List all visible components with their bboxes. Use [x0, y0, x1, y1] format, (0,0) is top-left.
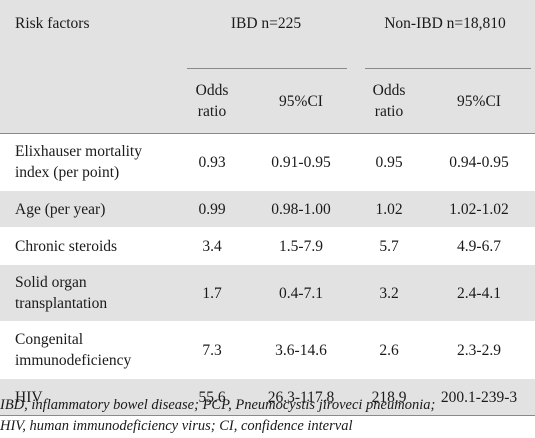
row-label: HIV	[15, 388, 43, 406]
table-footnote: IBD, inflammatory bowel disease; PCP, Pn…	[0, 395, 535, 437]
ibd-ci: 26.3-117.8	[267, 388, 335, 406]
non-ibd-odds-ratio: 1.02	[375, 200, 403, 218]
header-group-ibd-underline	[187, 68, 347, 69]
header-ibd-odds-ratio: Odds ratio	[177, 69, 247, 134]
row-label: Congenital immunodeficiency	[0, 322, 177, 379]
ibd-ci: 3.6-14.6	[275, 341, 327, 359]
non-ibd-ci: 2.4-4.1	[457, 284, 501, 302]
risk-factors-table: Risk factors IBD n=225 Non-IBD n=18,810 …	[0, 0, 535, 416]
row-label: Solid organ transplantation	[0, 265, 177, 322]
row-label-line2: index (per point)	[15, 164, 120, 181]
non-ibd-ci: 2.3-2.9	[457, 341, 501, 359]
ibd-ci: 0.4-7.1	[279, 284, 323, 302]
non-ibd-ci: 1.02-1.02	[449, 200, 509, 218]
ibd-ci: 0.98-1.00	[271, 200, 331, 218]
header-ibd-odds-ratio-line2: ratio	[197, 103, 227, 120]
table-row: Solid organ transplantation 1.7 0.4-7.1 …	[0, 264, 535, 322]
header-ibd-ci: 95%CI	[279, 92, 323, 110]
table-row: Chronic steroids 3.4 1.5-7.9 5.7 4.9-6.7	[0, 227, 535, 265]
header-group-ibd-label: IBD n=225	[230, 15, 302, 32]
row-label: Age (per year)	[15, 200, 106, 218]
header-risk-factors: Risk factors	[15, 15, 90, 32]
row-label-line1: Elixhauser mortality	[15, 143, 142, 160]
ibd-ci: 0.91-0.95	[271, 153, 331, 171]
row-label-line1: Solid organ	[15, 274, 87, 291]
table-body: Elixhauser mortality index (per point) 0…	[0, 133, 535, 416]
header-non-ibd-odds-ratio-line1: Odds	[372, 82, 406, 99]
header-non-ibd-odds-ratio-line2: ratio	[374, 103, 404, 120]
header-row-measures: Odds ratio 95%CI Odds ratio 95%CI	[0, 69, 535, 134]
non-ibd-odds-ratio: 0.95	[375, 153, 403, 171]
footnote-line1: IBD, inflammatory bowel disease; PCP, Pn…	[0, 397, 436, 413]
header-group-ibd: IBD n=225	[177, 0, 355, 69]
header-group-non-ibd-label: Non-IBD n=18,810	[384, 15, 506, 32]
row-label-line2: transplantation	[15, 295, 108, 312]
non-ibd-ci: 4.9-6.7	[457, 237, 501, 255]
row-label: Elixhauser mortality index (per point)	[0, 134, 177, 191]
header-ibd-odds-ratio-line1: Odds	[195, 82, 229, 99]
ibd-odds-ratio: 55.6	[198, 388, 226, 406]
row-label-line2: immunodeficiency	[15, 352, 132, 369]
ibd-odds-ratio: 0.99	[198, 200, 226, 218]
header-group-non-ibd: Non-IBD n=18,810	[355, 0, 535, 69]
ibd-ci: 1.5-7.9	[279, 237, 323, 255]
header-non-ibd-odds-ratio: Odds ratio	[355, 69, 423, 134]
header-group-non-ibd-underline	[365, 68, 532, 69]
ibd-odds-ratio: 7.3	[202, 341, 222, 359]
table-row: Congenital immunodeficiency 7.3 3.6-14.6…	[0, 321, 535, 379]
non-ibd-odds-ratio: 2.6	[379, 341, 399, 359]
header-row-groups: Risk factors IBD n=225 Non-IBD n=18,810	[0, 0, 535, 69]
non-ibd-odds-ratio: 3.2	[379, 284, 399, 302]
row-label-line1: Congenital	[15, 331, 84, 348]
header-non-ibd-ci: 95%CI	[457, 92, 501, 110]
row-label: Chronic steroids	[15, 237, 118, 255]
table-row: Age (per year) 0.99 0.98-1.00 1.02 1.02-…	[0, 190, 535, 228]
ibd-odds-ratio: 3.4	[202, 237, 222, 255]
non-ibd-ci: 200.1-239-3	[440, 388, 518, 406]
table-row: HIV 55.6 26.3-117.8 218.9 200.1-239-3	[0, 378, 535, 416]
non-ibd-odds-ratio: 5.7	[379, 237, 399, 255]
non-ibd-odds-ratio: 218.9	[371, 388, 407, 406]
table-header: Risk factors IBD n=225 Non-IBD n=18,810 …	[0, 0, 535, 134]
table-row: Elixhauser mortality index (per point) 0…	[0, 133, 535, 191]
ibd-odds-ratio: 1.7	[202, 284, 222, 302]
non-ibd-ci: 0.94-0.95	[449, 153, 509, 171]
header-empty-cell	[0, 69, 177, 134]
footnote-line2: HIV, human immunodeficiency virus; CI, c…	[0, 418, 353, 434]
ibd-odds-ratio: 0.93	[198, 153, 226, 171]
